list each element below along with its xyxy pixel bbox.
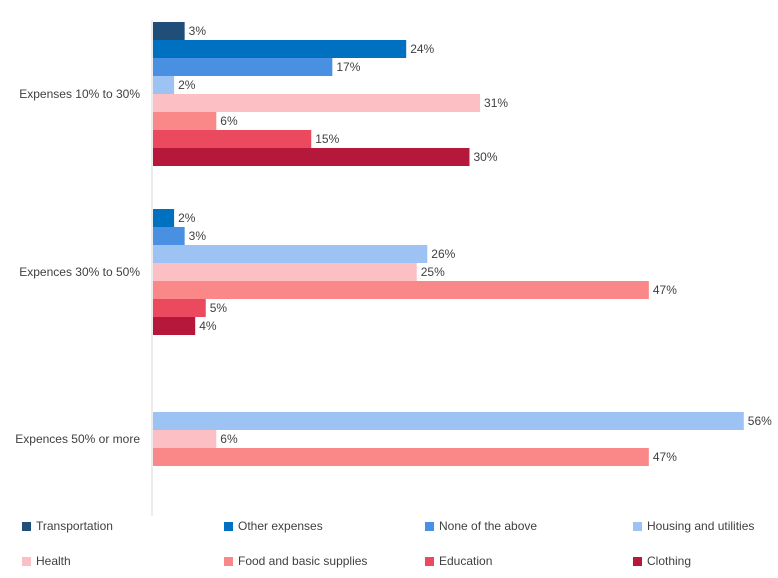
data-label-housing-and-utilities-1: 2%: [178, 78, 196, 92]
data-label-other-expenses-2: 2%: [178, 211, 196, 225]
data-label-housing-and-utilities-3: 56%: [748, 414, 772, 428]
bar-other-expenses-2: [153, 209, 175, 227]
bar-housing-and-utilities-1: [153, 76, 175, 94]
data-label-food-and-basic-supplies-1: 6%: [220, 114, 238, 128]
data-label-health-2: 25%: [421, 265, 445, 279]
data-label-clothing-2: 4%: [199, 319, 217, 333]
bar-other-expenses-1: [153, 40, 407, 58]
data-label-none-of-the-above-2: 3%: [189, 229, 207, 243]
category-labels: Expenses 10% to 30% Expences 30% to 50% Ex…: [15, 87, 140, 446]
bar-health-1: [153, 94, 481, 112]
data-label-food-and-basic-supplies-3: 47%: [653, 450, 677, 464]
data-label-health-1: 31%: [484, 96, 508, 110]
bar-food-and-basic-supplies-1: [153, 112, 217, 130]
bar-series: [153, 22, 744, 466]
bar-food-and-basic-supplies-2: [153, 281, 649, 299]
data-label-clothing-1: 30%: [474, 150, 498, 164]
bar-none-of-the-above-2: [153, 227, 185, 245]
bar-education-2: [153, 299, 206, 317]
data-label-transportation-1: 3%: [189, 24, 207, 38]
data-label-other-expenses-1: 24%: [410, 42, 434, 56]
bar-food-and-basic-supplies-3: [153, 448, 649, 466]
bar-education-1: [153, 130, 312, 148]
bar-none-of-the-above-1: [153, 58, 333, 76]
data-label-food-and-basic-supplies-2: 47%: [653, 283, 677, 297]
bar-transportation-1: [153, 22, 185, 40]
data-label-education-2: 5%: [210, 301, 228, 315]
bar-housing-and-utilities-2: [153, 245, 428, 263]
category-label-3: Expences 50% or more: [15, 432, 140, 446]
data-label-education-1: 15%: [315, 132, 339, 146]
bar-health-2: [153, 263, 417, 281]
category-label-1: Expenses 10% to 30%: [19, 87, 140, 101]
bar-housing-and-utilities-3: [153, 412, 744, 430]
bar-health-3: [153, 430, 217, 448]
data-label-none-of-the-above-1: 17%: [336, 60, 360, 74]
data-label-health-3: 6%: [220, 432, 238, 446]
category-label-2: Expences 30% to 50%: [19, 265, 140, 279]
bar-clothing-1: [153, 148, 470, 166]
bar-clothing-2: [153, 317, 196, 335]
data-labels: 3% 24% 17% 2% 31% 6% 15% 30% 2% 3% 26% 25% 47% 5% 4% 56…: [178, 24, 772, 464]
data-label-housing-and-utilities-2: 26%: [431, 247, 455, 261]
